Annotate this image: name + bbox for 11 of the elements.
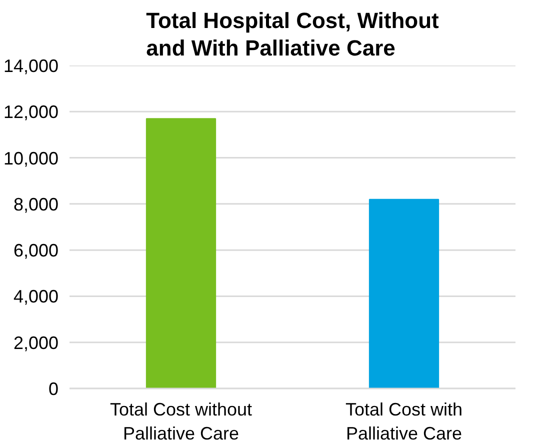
y-tick-label: 6,000: [13, 240, 59, 261]
y-tick-label: 10,000: [3, 148, 59, 168]
x-tick-label: Total Cost with Palliative Care: [345, 400, 463, 444]
y-tick-label: 0: [48, 379, 59, 399]
x-tick-label: Total Cost without Palliative Care: [110, 400, 252, 444]
y-tick-label: 14,000: [3, 56, 59, 76]
y-tick-label: 2,000: [13, 332, 59, 353]
y-tick-label: 12,000: [3, 102, 59, 122]
y-tick-label: 4,000: [13, 286, 59, 307]
chart-title: Total Hospital Cost, Without and With Palliative Care: [146, 8, 440, 60]
y-tick-label: 8,000: [13, 194, 59, 214]
